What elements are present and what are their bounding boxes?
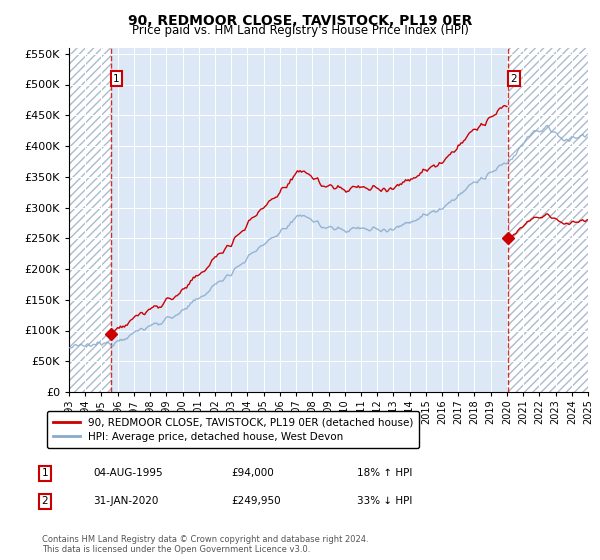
Text: 90, REDMOOR CLOSE, TAVISTOCK, PL19 0ER: 90, REDMOOR CLOSE, TAVISTOCK, PL19 0ER	[128, 14, 472, 28]
Bar	[69, 48, 111, 392]
Text: 33% ↓ HPI: 33% ↓ HPI	[357, 496, 412, 506]
Text: £249,950: £249,950	[231, 496, 281, 506]
Text: 31-JAN-2020: 31-JAN-2020	[93, 496, 158, 506]
Text: 1: 1	[113, 73, 120, 83]
Text: 2: 2	[41, 496, 49, 506]
Text: 04-AUG-1995: 04-AUG-1995	[93, 468, 163, 478]
Text: 1: 1	[41, 468, 49, 478]
Text: Price paid vs. HM Land Registry's House Price Index (HPI): Price paid vs. HM Land Registry's House …	[131, 24, 469, 37]
Text: 18% ↑ HPI: 18% ↑ HPI	[357, 468, 412, 478]
Text: £94,000: £94,000	[231, 468, 274, 478]
Bar	[508, 48, 588, 392]
Text: Contains HM Land Registry data © Crown copyright and database right 2024.
This d: Contains HM Land Registry data © Crown c…	[42, 535, 368, 554]
Legend: 90, REDMOOR CLOSE, TAVISTOCK, PL19 0ER (detached house), HPI: Average price, det: 90, REDMOOR CLOSE, TAVISTOCK, PL19 0ER (…	[47, 411, 419, 448]
Text: 2: 2	[511, 73, 517, 83]
